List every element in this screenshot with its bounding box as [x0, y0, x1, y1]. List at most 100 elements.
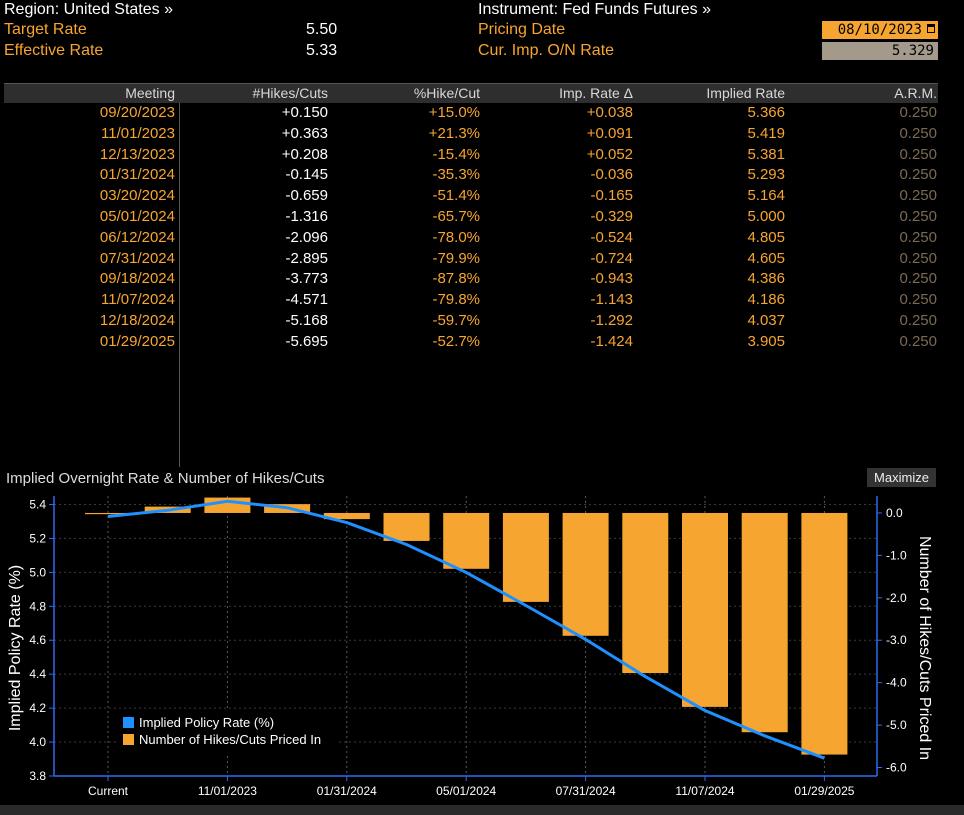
cell-hikes-cuts: -1.316	[285, 208, 328, 225]
cell-arm: 0.250	[899, 249, 937, 267]
cell-implied-rate: 5.293	[747, 166, 785, 184]
table-row[interactable]: 11/01/2023 +0.363 +21.3% +0.091 5.419 0.250	[4, 125, 938, 145]
legend-label-hikes: Number of Hikes/Cuts Priced In	[139, 732, 321, 747]
table-row[interactable]: 12/18/2024 -5.168 -59.7% -1.292 4.037 0.250	[4, 312, 938, 332]
y2-axis-label: Number of Hikes/Cuts Priced In	[916, 536, 933, 760]
cell-pct-hike-cut: -79.9%	[432, 249, 480, 267]
x-tick-label: 07/31/2024	[556, 784, 616, 798]
cell-imp-rate-delta: -0.329	[590, 208, 633, 225]
legend-box	[116, 710, 339, 753]
y-tick-label: 4.4	[29, 667, 46, 681]
cell-implied-rate: 4.186	[747, 291, 785, 309]
cell-meeting-date: 05/01/2024	[99, 208, 175, 225]
cell-meeting-date: 01/31/2024	[99, 166, 175, 184]
cell-implied-rate: 5.366	[747, 104, 785, 121]
calendar-icon[interactable]	[927, 24, 935, 33]
cell-imp-rate-delta: +0.052	[586, 145, 633, 163]
cell-meeting-date: 07/31/2024	[99, 249, 175, 267]
instrument-selector[interactable]: Instrument: Fed Funds Futures »	[478, 1, 711, 18]
status-bar	[0, 805, 964, 815]
hikes-cuts-bar	[801, 512, 848, 755]
effective-rate-value: 5.33	[306, 42, 338, 59]
effective-rate-label: Effective Rate	[4, 42, 104, 59]
table-row[interactable]: 12/13/2023 +0.208 -15.4% +0.052 5.381 0.250	[4, 146, 938, 166]
cell-implied-rate: 4.805	[747, 228, 785, 246]
x-tick-label: Current	[88, 784, 129, 798]
col-hikes-cuts[interactable]: #Hikes/Cuts	[252, 85, 328, 101]
x-tick-label: 11/01/2023	[198, 784, 257, 798]
cur-imp-rate-field[interactable]: 5.329	[822, 42, 938, 60]
cell-imp-rate-delta: -0.943	[590, 270, 633, 288]
cell-pct-hike-cut: -65.7%	[432, 208, 480, 225]
table-row[interactable]: 03/20/2024 -0.659 -51.4% -0.165 5.164 0.250	[4, 187, 938, 207]
chart-title: Implied Overnight Rate & Number of Hikes…	[6, 470, 325, 487]
cell-hikes-cuts: -4.571	[285, 291, 328, 309]
table-row[interactable]: 06/12/2024 -2.096 -78.0% -0.524 4.805 0.250	[4, 229, 938, 249]
cell-pct-hike-cut: -59.7%	[432, 312, 480, 329]
cell-pct-hike-cut: -78.0%	[432, 228, 480, 246]
cell-meeting-date: 09/20/2023	[99, 104, 175, 121]
y-tick-label: 4.0	[29, 735, 46, 749]
col-imp-rate-delta[interactable]: Imp. Rate Δ	[559, 85, 633, 101]
y2-tick-label: 0.0	[886, 506, 903, 520]
cell-pct-hike-cut: -51.4%	[432, 187, 480, 205]
cell-implied-rate: 3.905	[747, 332, 785, 350]
table-row[interactable]: 07/31/2024 -2.895 -79.9% -0.724 4.605 0.250	[4, 250, 938, 270]
hikes-cuts-bars	[85, 497, 848, 755]
cell-imp-rate-delta: -0.036	[590, 166, 633, 184]
rate-chart: 3.8 4.0 4.2 4.4 4.6 4.8 5.0 5.2 5.4 0.0 -1.0 -2.0 -3…	[7, 496, 933, 798]
y2-tick-label: -4.0	[886, 676, 907, 690]
cell-implied-rate: 5.419	[747, 124, 785, 142]
cell-implied-rate: 4.605	[747, 249, 785, 267]
cell-imp-rate-delta: -1.424	[590, 332, 633, 350]
cell-hikes-cuts: -3.773	[285, 270, 328, 288]
cell-arm: 0.250	[899, 104, 937, 121]
cell-imp-rate-delta: +0.091	[586, 124, 633, 142]
legend-swatch-rate	[123, 717, 134, 728]
col-implied-rate[interactable]: Implied Rate	[706, 85, 785, 101]
cell-imp-rate-delta: -0.524	[590, 228, 633, 246]
cell-pct-hike-cut: +15.0%	[428, 104, 480, 121]
cell-meeting-date: 01/29/2025	[99, 332, 175, 350]
cell-meeting-date: 12/18/2024	[99, 312, 175, 329]
cell-pct-hike-cut: -79.8%	[432, 291, 480, 309]
legend-swatch-hikes	[123, 734, 134, 745]
pricing-date-input[interactable]: 08/10/2023	[822, 21, 938, 39]
table-row[interactable]: 09/20/2023 +0.150 +15.0% +0.038 5.366 0.250	[4, 104, 938, 124]
hikes-cuts-bar	[323, 512, 370, 520]
y-tick-label: 4.6	[29, 633, 46, 647]
cell-hikes-cuts: -0.659	[285, 187, 328, 205]
table-row[interactable]: 01/31/2024 -0.145 -35.3% -0.036 5.293 0.250	[4, 166, 938, 186]
pricing-date-value: 08/10/2023	[837, 22, 922, 38]
y2-tick-label: -2.0	[886, 591, 907, 605]
cell-meeting-date: 11/01/2023	[101, 124, 175, 142]
cell-imp-rate-delta: -1.143	[590, 291, 633, 309]
y2-tick-label: -5.0	[886, 718, 907, 732]
hikes-cuts-bar	[562, 512, 609, 636]
col-meeting[interactable]: Meeting	[125, 85, 175, 101]
table-row[interactable]: 01/29/2025 -5.695 -52.7% -1.424 3.905 0.250	[4, 333, 938, 353]
hikes-cuts-bar	[622, 512, 669, 674]
cell-arm: 0.250	[899, 124, 937, 142]
table-row[interactable]: 05/01/2024 -1.316 -65.7% -0.329 5.000 0.250	[4, 208, 938, 228]
col-arm[interactable]: A.R.M.	[894, 85, 937, 101]
table-row[interactable]: 09/18/2024 -3.773 -87.8% -0.943 4.386 0.250	[4, 270, 938, 290]
y2-tick-label: -6.0	[886, 761, 907, 775]
table-row[interactable]: 11/07/2024 -4.571 -79.8% -1.143 4.186 0.250	[4, 291, 938, 311]
maximize-button[interactable]: Maximize	[867, 468, 936, 487]
y-tick-label: 5.0	[29, 565, 46, 579]
cell-meeting-date: 11/07/2024	[101, 291, 175, 309]
cell-pct-hike-cut: -15.4%	[432, 145, 480, 163]
cell-meeting-date: 06/12/2024	[99, 228, 175, 246]
cell-arm: 0.250	[899, 312, 937, 329]
x-tick-label: 01/29/2025	[794, 784, 854, 798]
cell-hikes-cuts: -0.145	[285, 166, 328, 184]
cell-imp-rate-delta: -1.292	[590, 312, 633, 329]
cell-implied-rate: 5.381	[747, 145, 785, 163]
region-selector[interactable]: Region: United States »	[4, 1, 173, 18]
chart-axes: 3.8 4.0 4.2 4.4 4.6 4.8 5.0 5.2 5.4 0.0 -1.0 -2.0 -3…	[29, 496, 907, 798]
col-pct-hike-cut[interactable]: %Hike/Cut	[413, 85, 480, 101]
hikes-cuts-bar	[383, 512, 430, 541]
cell-arm: 0.250	[899, 208, 937, 225]
target-rate-label: Target Rate	[4, 21, 87, 38]
